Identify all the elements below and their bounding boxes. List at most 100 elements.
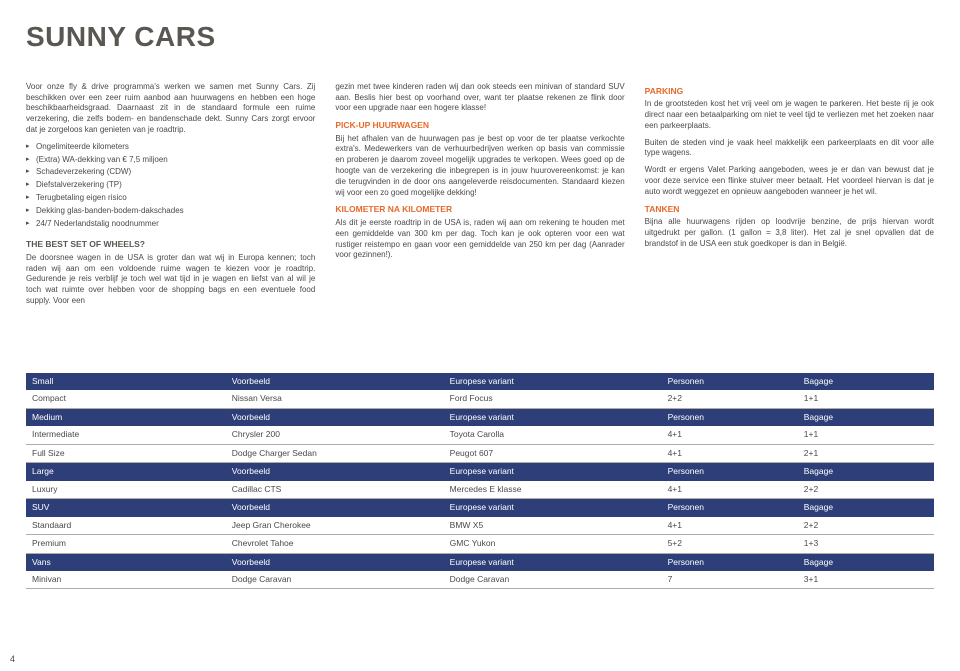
page-number: 4 (10, 653, 15, 665)
table-header-cell: Personen (662, 408, 798, 426)
tanken-paragraph: Bijna alle huurwagens rijden op loodvrij… (645, 217, 934, 249)
table-cell: Ford Focus (444, 390, 662, 408)
table-cell: Chrysler 200 (226, 426, 444, 444)
feature-list: Ongelimiteerde kilometers (Extra) WA-dekk… (26, 142, 315, 230)
table-header-cell: Europese variant (444, 499, 662, 517)
table-cell: 1+3 (798, 535, 934, 553)
column-1: Voor onze fly & drive programma's werken… (26, 82, 315, 313)
table-cell: Premium (26, 535, 226, 553)
kilometer-paragraph: Als dit je eerste roadtrip in de USA is,… (335, 218, 624, 261)
col2-para-1: gezin met twee kinderen raden wij dan oo… (335, 82, 624, 114)
table-header-cell: Personen (662, 373, 798, 390)
table-header-cell: Europese variant (444, 373, 662, 390)
feature-item: 24/7 Nederlandstalig noodnummer (26, 219, 315, 230)
table-cell: Jeep Gran Cherokee (226, 517, 444, 535)
table-header-cell: Voorbeeld (226, 463, 444, 481)
wheels-paragraph: De doorsnee wagen in de USA is groter da… (26, 253, 315, 307)
table-header-cell: Personen (662, 499, 798, 517)
table-row: MinivanDodge CaravanDodge Caravan73+1 (26, 571, 934, 589)
subhead-pickup: PICK-UP HUURWAGEN (335, 120, 624, 131)
table-header-cell: Personen (662, 553, 798, 571)
table-cell: 4+1 (662, 481, 798, 499)
table-header-cell: Bagage (798, 408, 934, 426)
table-header-cell: Small (26, 373, 226, 390)
table-cell: 5+2 (662, 535, 798, 553)
table-cell: Compact (26, 390, 226, 408)
parking-para-1: In de grootsteden kost het vrij veel om … (645, 99, 934, 131)
pickup-paragraph: Bij het afhalen van de huurwagen pas je … (335, 134, 624, 199)
table-header-cell: SUV (26, 499, 226, 517)
table-cell: 3+1 (798, 571, 934, 589)
subhead-kilometer: KILOMETER NA KILOMETER (335, 204, 624, 215)
table-header-cell: Voorbeeld (226, 373, 444, 390)
table-cell: Cadillac CTS (226, 481, 444, 499)
table-row: Full SizeDodge Charger SedanPeugot 6074+… (26, 444, 934, 462)
feature-item: Schadeverzekering (CDW) (26, 167, 315, 178)
feature-item: Diefstalverzekering (TP) (26, 180, 315, 191)
table-cell: Full Size (26, 444, 226, 462)
table-cell: Chevrolet Tahoe (226, 535, 444, 553)
table-header-cell: Voorbeeld (226, 408, 444, 426)
table-cell: Intermediate (26, 426, 226, 444)
table-header-cell: Bagage (798, 373, 934, 390)
table-header-row: VansVoorbeeldEuropese variantPersonenBag… (26, 553, 934, 571)
subhead-parking: PARKING (645, 86, 934, 97)
table-cell: BMW X5 (444, 517, 662, 535)
table-header-cell: Bagage (798, 499, 934, 517)
table-header-cell: Bagage (798, 553, 934, 571)
table-row: CompactNissan VersaFord Focus2+21+1 (26, 390, 934, 408)
table-cell: Standaard (26, 517, 226, 535)
subhead-tanken: TANKEN (645, 204, 934, 215)
table-header-row: LargeVoorbeeldEuropese variantPersonenBa… (26, 463, 934, 481)
table-header-cell: Europese variant (444, 463, 662, 481)
table-cell: 2+2 (798, 481, 934, 499)
table-cell: Dodge Caravan (226, 571, 444, 589)
table-row: PremiumChevrolet TahoeGMC Yukon5+21+3 (26, 535, 934, 553)
table-cell: 2+1 (798, 444, 934, 462)
table-cell: Peugot 607 (444, 444, 662, 462)
subhead-wheels: THE BEST SET OF WHEELS? (26, 239, 315, 250)
table-header-cell: Voorbeeld (226, 499, 444, 517)
table-cell: 1+1 (798, 426, 934, 444)
table-cell: 4+1 (662, 426, 798, 444)
table-cell: Luxury (26, 481, 226, 499)
table-row: LuxuryCadillac CTSMercedes E klasse4+12+… (26, 481, 934, 499)
table-header-cell: Bagage (798, 463, 934, 481)
feature-item: (Extra) WA-dekking van € 7,5 miljoen (26, 155, 315, 166)
page-title: SUNNY CARS (26, 18, 934, 56)
table-row: IntermediateChrysler 200Toyota Carolla4+… (26, 426, 934, 444)
table-cell: Dodge Charger Sedan (226, 444, 444, 462)
vehicle-table: SmallVoorbeeldEuropese variantPersonenBa… (26, 373, 934, 590)
parking-para-2: Buiten de steden vind je vaak heel makke… (645, 138, 934, 160)
table-cell: 7 (662, 571, 798, 589)
column-3: PARKING In de grootsteden kost het vrij … (645, 82, 934, 313)
table-header-cell: Voorbeeld (226, 553, 444, 571)
parking-para-3: Wordt er ergens Valet Parking aangeboden… (645, 165, 934, 197)
table-cell: GMC Yukon (444, 535, 662, 553)
table-header-row: MediumVoorbeeldEuropese variantPersonenB… (26, 408, 934, 426)
table-cell: Minivan (26, 571, 226, 589)
column-2: gezin met twee kinderen raden wij dan oo… (335, 82, 624, 313)
feature-item: Ongelimiteerde kilometers (26, 142, 315, 153)
table-header-cell: Vans (26, 553, 226, 571)
table-header-row: SUVVoorbeeldEuropese variantPersonenBaga… (26, 499, 934, 517)
table-cell: Toyota Carolla (444, 426, 662, 444)
table-row: StandaardJeep Gran CherokeeBMW X54+12+2 (26, 517, 934, 535)
table-header-cell: Europese variant (444, 553, 662, 571)
intro-paragraph: Voor onze fly & drive programma's werken… (26, 82, 315, 136)
table-cell: 2+2 (662, 390, 798, 408)
table-cell: Dodge Caravan (444, 571, 662, 589)
content-columns: Voor onze fly & drive programma's werken… (26, 82, 934, 313)
table-cell: 4+1 (662, 517, 798, 535)
table-cell: 1+1 (798, 390, 934, 408)
feature-item: Terugbetaling eigen risico (26, 193, 315, 204)
table-header-cell: Medium (26, 408, 226, 426)
table-header-cell: Personen (662, 463, 798, 481)
table-cell: Nissan Versa (226, 390, 444, 408)
table-header-row: SmallVoorbeeldEuropese variantPersonenBa… (26, 373, 934, 390)
table-cell: 4+1 (662, 444, 798, 462)
feature-item: Dekking glas-banden-bodem-dakschades (26, 206, 315, 217)
table-header-cell: Large (26, 463, 226, 481)
table-header-cell: Europese variant (444, 408, 662, 426)
table-cell: 2+2 (798, 517, 934, 535)
